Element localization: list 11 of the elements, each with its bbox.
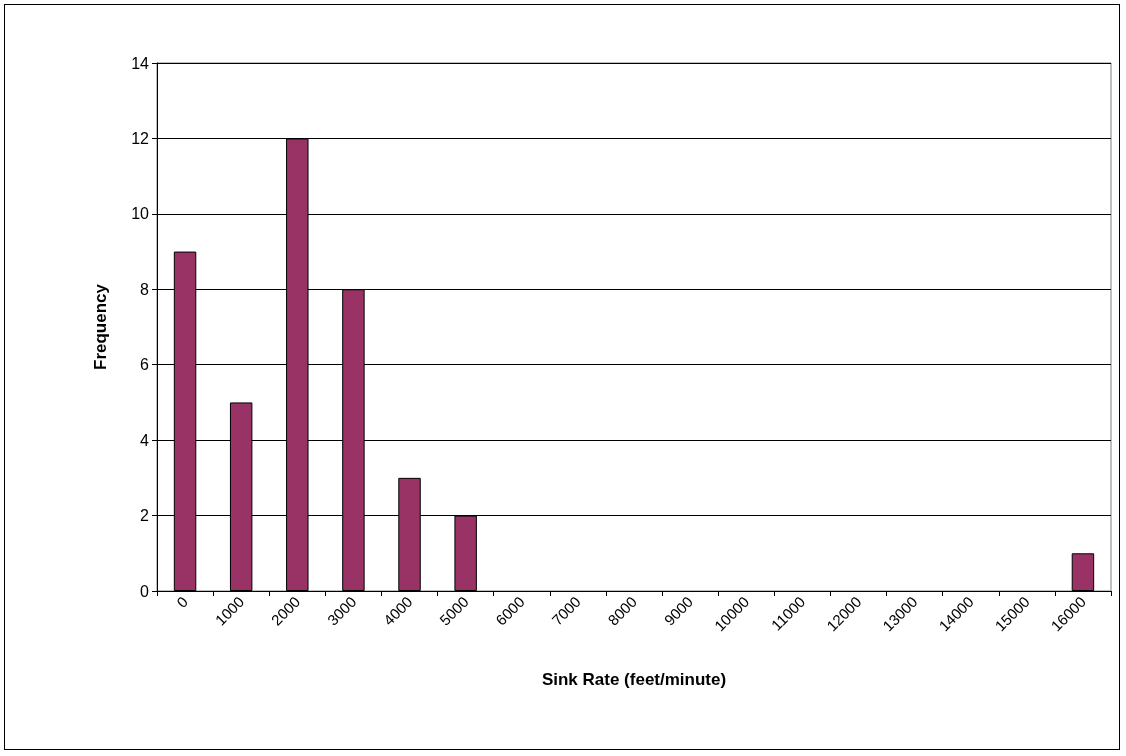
x-axis-title: Sink Rate (feet/minute) bbox=[541, 670, 727, 689]
y-tick-label: 6 bbox=[140, 356, 150, 374]
y-tick-label: 14 bbox=[131, 54, 150, 72]
bar bbox=[1071, 553, 1095, 591]
y-tick-label: 10 bbox=[131, 205, 150, 223]
y-tick-label: 12 bbox=[131, 129, 150, 147]
y-axis-title: Frequency bbox=[91, 283, 110, 370]
y-tick-label: 8 bbox=[140, 280, 150, 298]
x-tick-label: 0 bbox=[173, 592, 192, 611]
y-tick-label: 4 bbox=[140, 431, 150, 449]
y-tick-label: 2 bbox=[140, 507, 150, 525]
